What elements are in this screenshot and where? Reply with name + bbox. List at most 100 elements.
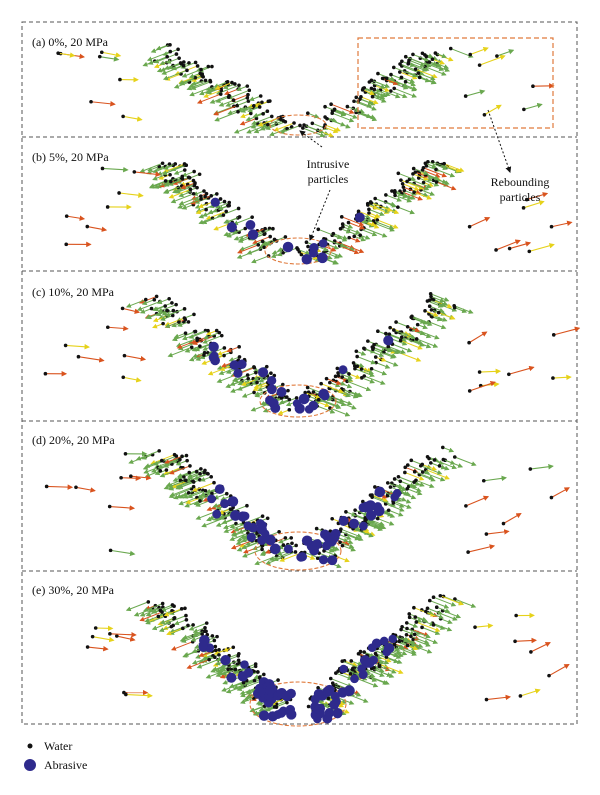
water-particle bbox=[424, 54, 429, 59]
velocity-vector bbox=[428, 313, 448, 322]
velocity-vector bbox=[142, 603, 163, 612]
velocity-vector bbox=[351, 660, 363, 666]
water-particle bbox=[168, 43, 172, 47]
intrusive-region-ellipse bbox=[254, 531, 342, 571]
velocity-vector bbox=[400, 492, 417, 500]
water-particle bbox=[372, 342, 376, 347]
water-particle bbox=[105, 205, 110, 209]
abrasive-particle bbox=[317, 252, 328, 264]
velocity-vector bbox=[125, 299, 146, 308]
water-particle bbox=[165, 308, 169, 313]
water-particle bbox=[206, 64, 211, 69]
velocity-vector bbox=[180, 182, 196, 190]
velocity-vector bbox=[170, 641, 193, 651]
water-particle bbox=[531, 84, 535, 88]
water-particle bbox=[393, 193, 397, 198]
water-particle bbox=[246, 99, 251, 103]
velocity-vector bbox=[153, 62, 167, 69]
abrasive-particle bbox=[276, 708, 286, 718]
velocity-vector bbox=[225, 97, 248, 107]
water-particle bbox=[193, 329, 198, 334]
velocity-vector bbox=[433, 624, 446, 630]
velocity-vector bbox=[415, 329, 440, 340]
rebound-highlight-box bbox=[357, 37, 554, 129]
velocity-vector bbox=[229, 521, 244, 529]
velocity-vector bbox=[218, 508, 231, 515]
water-particle bbox=[272, 705, 277, 709]
water-particle bbox=[74, 485, 78, 490]
water-particle bbox=[245, 503, 249, 508]
velocity-vector bbox=[367, 203, 391, 213]
water-particle bbox=[403, 54, 408, 59]
water-particle bbox=[398, 62, 402, 66]
water-particle bbox=[388, 485, 393, 489]
abrasive-particle bbox=[327, 555, 338, 566]
velocity-vector bbox=[374, 89, 391, 97]
water-particle bbox=[421, 180, 426, 185]
velocity-vector bbox=[196, 93, 221, 104]
water-particle bbox=[182, 316, 187, 320]
water-particle bbox=[44, 484, 49, 489]
velocity-vector bbox=[394, 194, 413, 203]
water-particle bbox=[347, 235, 351, 240]
velocity-vector bbox=[177, 198, 202, 209]
water-particle bbox=[149, 306, 154, 311]
velocity-vector bbox=[192, 352, 205, 358]
velocity-vector bbox=[318, 399, 342, 410]
water-particle bbox=[164, 468, 169, 472]
water-particle bbox=[328, 676, 333, 681]
velocity-vector bbox=[378, 665, 397, 674]
velocity-vector bbox=[153, 181, 171, 189]
water-particle bbox=[355, 364, 360, 369]
velocity-vector bbox=[252, 383, 270, 392]
velocity-vector bbox=[155, 44, 168, 51]
water-particle bbox=[236, 109, 240, 114]
water-particle bbox=[316, 227, 321, 232]
velocity-vector bbox=[175, 185, 195, 194]
water-particle bbox=[281, 118, 286, 123]
velocity-vector bbox=[369, 81, 386, 89]
velocity-vector bbox=[172, 177, 190, 186]
velocity-vector bbox=[239, 240, 263, 251]
abrasive-particle bbox=[248, 523, 258, 533]
velocity-vector bbox=[404, 472, 425, 481]
water-particle bbox=[165, 54, 169, 59]
abrasive-particle bbox=[331, 697, 341, 707]
water-particle bbox=[283, 235, 288, 239]
velocity-vector bbox=[246, 246, 265, 255]
water-particle bbox=[298, 123, 302, 128]
abrasive-particle bbox=[326, 535, 337, 547]
velocity-vector bbox=[297, 248, 311, 255]
velocity-vector bbox=[170, 193, 194, 204]
rebound-vector bbox=[551, 487, 570, 499]
water-particle bbox=[427, 598, 432, 603]
velocity-vector bbox=[241, 541, 260, 550]
velocity-vector bbox=[412, 173, 429, 181]
velocity-vector bbox=[188, 72, 201, 79]
water-particle bbox=[268, 234, 272, 239]
water-particle bbox=[219, 88, 224, 93]
rebounding-pointer bbox=[487, 109, 512, 173]
rebound-vector bbox=[121, 475, 142, 481]
water-particle bbox=[210, 634, 215, 638]
water-particle bbox=[384, 331, 388, 336]
water-particle bbox=[228, 507, 233, 512]
water-particle bbox=[182, 307, 187, 311]
water-particle bbox=[203, 626, 207, 630]
water-particle bbox=[85, 645, 90, 649]
water-particle bbox=[257, 105, 262, 109]
water-particle bbox=[377, 664, 381, 669]
water-particle bbox=[252, 365, 257, 370]
water-particle bbox=[346, 220, 351, 225]
water-particle bbox=[356, 651, 361, 656]
velocity-vector bbox=[443, 163, 465, 173]
velocity-vector bbox=[218, 99, 234, 107]
velocity-vector bbox=[158, 174, 171, 180]
water-particle bbox=[203, 488, 208, 493]
water-particle bbox=[384, 193, 388, 197]
water-particle bbox=[180, 174, 185, 179]
water-particle bbox=[464, 504, 468, 508]
water-particle bbox=[184, 613, 188, 618]
velocity-vector bbox=[278, 537, 292, 544]
velocity-vector bbox=[409, 616, 423, 623]
